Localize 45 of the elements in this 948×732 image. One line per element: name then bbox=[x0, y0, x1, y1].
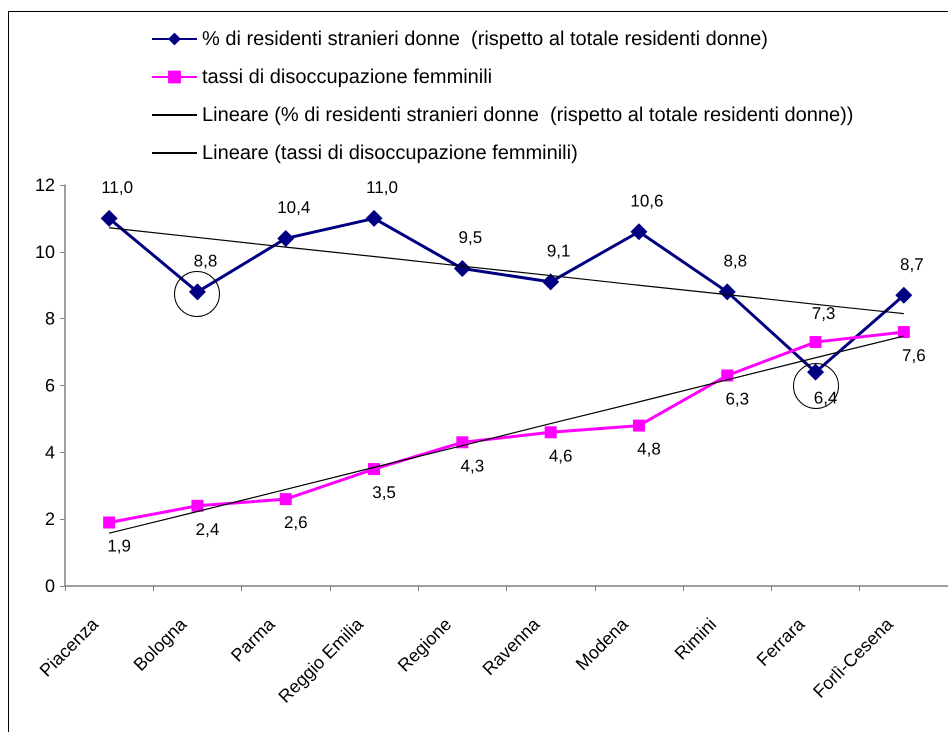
point bbox=[718, 283, 736, 300]
data-label: 9,1 bbox=[546, 241, 570, 260]
point bbox=[366, 210, 383, 227]
data-label: 2,4 bbox=[196, 520, 220, 539]
data-label: 10,4 bbox=[277, 198, 310, 217]
legend-label: Lineare (tassi di disoccupazione femminili) bbox=[202, 142, 578, 164]
data-label: 11,0 bbox=[366, 178, 398, 197]
legend-label: % di residenti stranieri donne (rispetto al totale residenti donne) bbox=[202, 28, 768, 50]
y-tick-label: 4 bbox=[44, 442, 55, 462]
legend-label: tassi di disoccupazione femminili bbox=[202, 66, 492, 88]
legend-label: Lineare (% di residenti stranieri donne (rispetto al totale residenti donne)) bbox=[202, 104, 854, 126]
point bbox=[807, 364, 824, 381]
data-label: 2,6 bbox=[284, 513, 308, 532]
y-tick-label: 8 bbox=[44, 308, 55, 329]
point bbox=[898, 326, 910, 338]
point bbox=[191, 500, 204, 512]
point bbox=[280, 493, 292, 506]
data-label: 10,6 bbox=[630, 191, 664, 210]
data-label: 4,6 bbox=[548, 446, 572, 466]
point bbox=[630, 223, 648, 240]
point bbox=[277, 230, 294, 247]
data-label: 1,9 bbox=[107, 536, 131, 556]
point bbox=[100, 210, 118, 227]
data-label: 7,3 bbox=[812, 304, 836, 324]
point bbox=[542, 273, 560, 290]
data-label: 3,5 bbox=[372, 483, 396, 502]
point bbox=[895, 286, 912, 304]
data-label: 9,5 bbox=[458, 228, 482, 248]
point bbox=[544, 426, 557, 438]
point bbox=[632, 420, 645, 432]
y-tick-label: 12 bbox=[34, 175, 55, 195]
data-label: 7,6 bbox=[902, 346, 926, 366]
point bbox=[810, 336, 822, 348]
y-tick-label: 10 bbox=[34, 242, 55, 262]
data-label: 8,7 bbox=[900, 254, 924, 274]
data-label: 8,8 bbox=[723, 251, 748, 270]
y-tick-label: 6 bbox=[44, 376, 55, 396]
data-label: 6,3 bbox=[725, 389, 750, 408]
point bbox=[103, 516, 116, 529]
data-label: 4,3 bbox=[460, 456, 484, 476]
y-tick-label: 2 bbox=[44, 509, 55, 530]
y-tick-label: 0 bbox=[44, 576, 55, 596]
data-label: 11,0 bbox=[101, 178, 134, 197]
data-label: 8,8 bbox=[194, 251, 218, 270]
data-label: 4,8 bbox=[637, 440, 661, 459]
